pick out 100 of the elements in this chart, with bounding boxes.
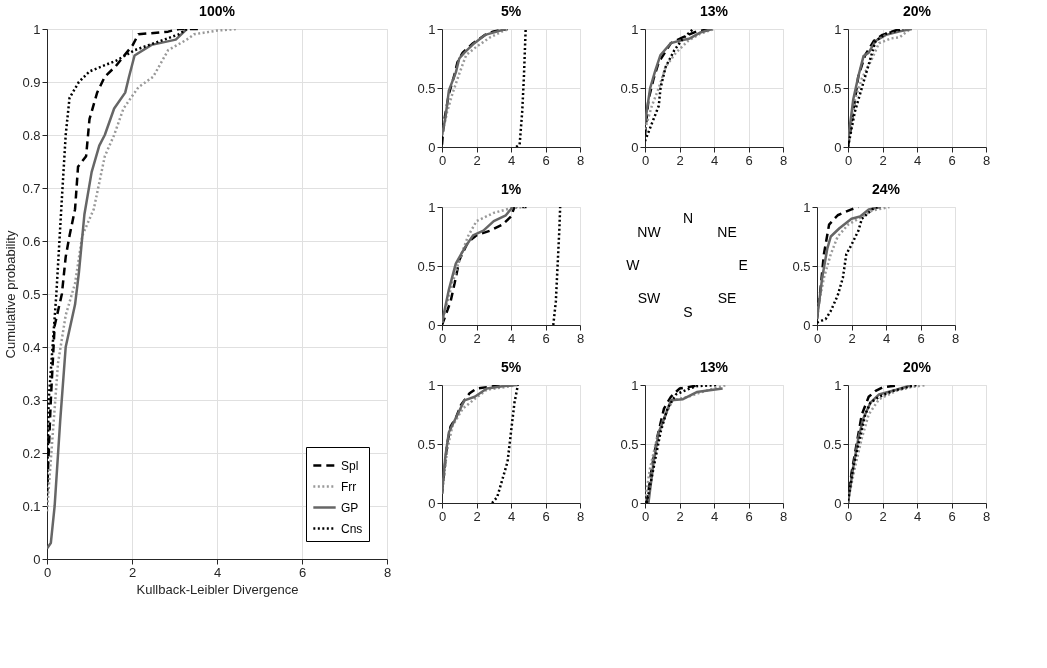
y-tick-label: 1: [428, 377, 436, 393]
x-tick-label: 2: [473, 508, 481, 524]
y-axis-title: Cumulative probability: [3, 230, 19, 359]
x-tick-label: 0: [844, 152, 853, 168]
y-tick-label: 0: [834, 495, 842, 511]
chart-title: 5%: [500, 359, 522, 375]
y-tick-label: 1: [834, 21, 842, 37]
y-tick-label: 0.9: [22, 74, 41, 90]
x-tick-label: 0: [844, 508, 853, 524]
text: E: [738, 257, 748, 273]
x-tick-label: 6: [745, 152, 753, 168]
text: SE: [717, 290, 737, 307]
x-tick-label: 4: [913, 152, 922, 168]
x-tick-label: 0: [641, 152, 650, 168]
y-tick-label: 0.6: [22, 233, 41, 249]
y-tick-label: 1: [631, 377, 639, 393]
x-tick-label: 2: [473, 330, 481, 346]
y-tick-label: 1: [428, 199, 436, 215]
y-tick-label: 0.5: [417, 80, 436, 96]
y-tick-label: 0.3: [22, 392, 41, 408]
y-tick-label: 0.5: [620, 80, 639, 96]
x-tick-label: 8: [576, 152, 585, 168]
x-tick-label: 6: [298, 564, 307, 580]
x-tick-label: 6: [542, 152, 550, 168]
chart-title: 24%: [871, 181, 901, 197]
y-tick-label: 0: [428, 317, 436, 333]
y-tick-label: 0.5: [823, 80, 842, 96]
y-tick-label: 0.4: [22, 339, 41, 355]
chart-title: 100%: [199, 3, 236, 19]
y-tick-label: 0.5: [620, 436, 639, 452]
x-tick-label: 0: [43, 564, 52, 580]
y-tick-label: 1: [428, 21, 436, 37]
y-tick-label: 0: [428, 139, 436, 155]
y-tick-label: 0: [834, 139, 842, 155]
text: NE: [717, 223, 737, 240]
y-tick-label: 1: [631, 21, 639, 37]
x-tick-label: 6: [948, 152, 956, 168]
y-tick-label: 0: [631, 139, 639, 155]
x-tick-label: 4: [710, 508, 719, 524]
x-tick-label: 0: [641, 508, 650, 524]
x-tick-label: 4: [882, 330, 891, 346]
x-tick-label: 0: [813, 330, 822, 346]
x-tick-label: 2: [128, 564, 137, 580]
text: W: [626, 257, 641, 273]
x-tick-label: 8: [576, 330, 585, 346]
x-tick-label: 8: [951, 330, 960, 346]
x-tick-label: 0: [438, 508, 447, 524]
y-tick-label: 0.5: [417, 436, 436, 452]
y-tick-label: 1: [834, 377, 842, 393]
x-tick-label: 8: [982, 152, 991, 168]
y-tick-label: 0.8: [22, 127, 41, 143]
chart-title: 20%: [902, 3, 932, 19]
x-tick-label: 8: [383, 564, 392, 580]
y-tick-label: 1: [33, 21, 41, 37]
x-tick-label: 4: [913, 508, 922, 524]
legend-label: Spl: [341, 458, 359, 473]
x-tick-label: 2: [676, 508, 684, 524]
x-tick-label: 2: [879, 508, 887, 524]
x-tick-label: 8: [779, 152, 788, 168]
x-tick-label: 2: [879, 152, 887, 168]
text: NW: [637, 223, 662, 240]
y-tick-label: 0.1: [22, 498, 41, 514]
y-tick-label: 0.5: [823, 436, 842, 452]
x-tick-label: 2: [676, 152, 684, 168]
x-tick-label: 6: [948, 508, 956, 524]
chart-title: 13%: [699, 359, 729, 375]
x-tick-label: 2: [473, 152, 481, 168]
x-tick-label: 6: [542, 330, 550, 346]
x-tick-label: 4: [507, 152, 516, 168]
x-tick-label: 4: [213, 564, 222, 580]
y-tick-label: 0: [803, 317, 811, 333]
x-tick-label: 8: [576, 508, 585, 524]
y-tick-label: 0: [33, 551, 41, 567]
x-tick-label: 4: [507, 330, 516, 346]
y-tick-label: 0.5: [417, 258, 436, 274]
y-tick-label: 0: [428, 495, 436, 511]
x-tick-label: 8: [779, 508, 788, 524]
x-tick-label: 0: [438, 152, 447, 168]
y-tick-label: 0: [631, 495, 639, 511]
x-tick-label: 6: [917, 330, 925, 346]
text: S: [683, 304, 693, 321]
x-tick-label: 8: [982, 508, 991, 524]
x-tick-label: 2: [848, 330, 856, 346]
x-tick-label: 6: [745, 508, 753, 524]
y-tick-label: 0.7: [22, 180, 41, 196]
legend-label: Frr: [341, 479, 357, 494]
chart-title: 13%: [699, 3, 729, 19]
x-tick-label: 4: [507, 508, 516, 524]
text: SW: [637, 290, 662, 307]
chart-title: 1%: [500, 181, 522, 197]
chart-title: 5%: [500, 3, 522, 19]
x-axis-title: Kullback-Leibler Divergence: [136, 581, 299, 597]
y-tick-label: 1: [803, 199, 811, 215]
x-tick-label: 6: [542, 508, 550, 524]
y-tick-label: 0.2: [22, 445, 41, 461]
chart-title: 20%: [902, 359, 932, 375]
y-tick-label: 0.5: [792, 258, 811, 274]
x-tick-label: 4: [710, 152, 719, 168]
legend-label: Cns: [341, 521, 363, 536]
legend-label: GP: [341, 500, 359, 515]
